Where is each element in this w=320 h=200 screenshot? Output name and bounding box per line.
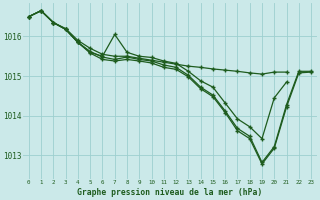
X-axis label: Graphe pression niveau de la mer (hPa): Graphe pression niveau de la mer (hPa) (77, 188, 263, 197)
